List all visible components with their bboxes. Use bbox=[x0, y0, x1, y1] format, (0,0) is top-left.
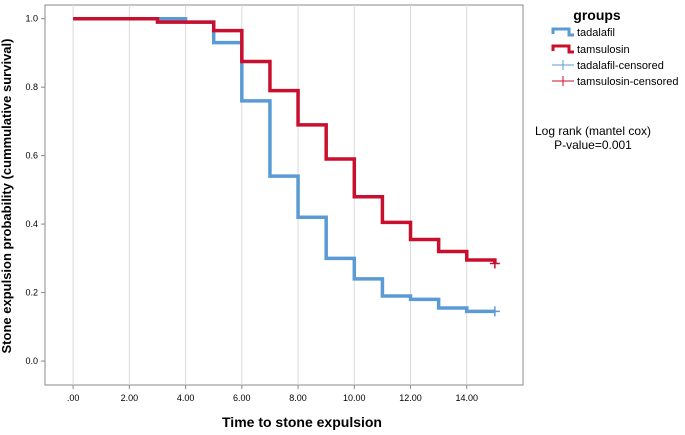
x-tick-label: 14.00 bbox=[455, 393, 478, 403]
y-tick-label: 0.8 bbox=[25, 82, 38, 92]
plot-frame bbox=[44, 4, 524, 386]
series-line-tadalafil bbox=[73, 16, 495, 314]
x-tick-label: 2.00 bbox=[121, 393, 139, 403]
x-tick-label: 12.00 bbox=[399, 393, 422, 403]
axis-ticks: .00 2.00 4.00 6.00 8.00 10.00 12.00 14.00 0.0 0.2… bbox=[25, 14, 478, 403]
legend-item-tadalafil-censored: tadalafil-censored bbox=[552, 60, 664, 72]
legend-swatch-tadalafil bbox=[551, 27, 574, 37]
legend-label-tadalafil: tadalafil bbox=[577, 27, 615, 39]
legend-label-tadalafil-censored: tadalafil-censored bbox=[577, 60, 664, 72]
x-tick-label: 8.00 bbox=[289, 393, 307, 403]
legend-swatch-tamsulosin bbox=[551, 44, 574, 54]
series-line-tamsulosin bbox=[73, 16, 497, 264]
legend-title: groups bbox=[573, 7, 621, 23]
censored-marker-tamsulosin bbox=[489, 258, 500, 269]
y-tick-label: 1.0 bbox=[25, 14, 38, 24]
legend-label-tamsulosin-censored: tamsulosin-censored bbox=[577, 76, 679, 88]
logrank-annotation: Log rank (mantel cox) P-value=0.001 bbox=[535, 124, 651, 152]
series-group bbox=[73, 16, 500, 317]
x-tick-label: 6.00 bbox=[233, 393, 251, 403]
legend: groups tadalafil tamsulosin tadalafil-ce… bbox=[551, 7, 679, 88]
y-tick-label: 0.6 bbox=[25, 151, 38, 161]
x-axis-label: Time to stone expulsion bbox=[222, 414, 382, 430]
annotation-line-2: P-value=0.001 bbox=[554, 138, 632, 152]
y-tick-label: 0.4 bbox=[25, 219, 38, 229]
legend-item-tamsulosin: tamsulosin bbox=[551, 44, 630, 56]
annotation-line-1: Log rank (mantel cox) bbox=[535, 124, 651, 138]
censored-marker-tadalafil bbox=[489, 306, 500, 317]
y-tick-label: 0.0 bbox=[25, 356, 38, 366]
x-tick-label: 4.00 bbox=[177, 393, 195, 403]
y-tick-label: 0.2 bbox=[25, 288, 38, 298]
y-axis-label: Stone expulsion probability (cummulative… bbox=[0, 39, 14, 354]
x-tick-label: 10.00 bbox=[343, 393, 366, 403]
legend-item-tadalafil: tadalafil bbox=[551, 27, 615, 39]
legend-swatch-tadalafil-censored bbox=[552, 60, 574, 70]
x-tick-label: .00 bbox=[67, 393, 80, 403]
legend-item-tamsulosin-censored: tamsulosin-censored bbox=[552, 76, 679, 88]
legend-swatch-tamsulosin-censored bbox=[552, 76, 574, 86]
legend-label-tamsulosin: tamsulosin bbox=[577, 44, 630, 56]
